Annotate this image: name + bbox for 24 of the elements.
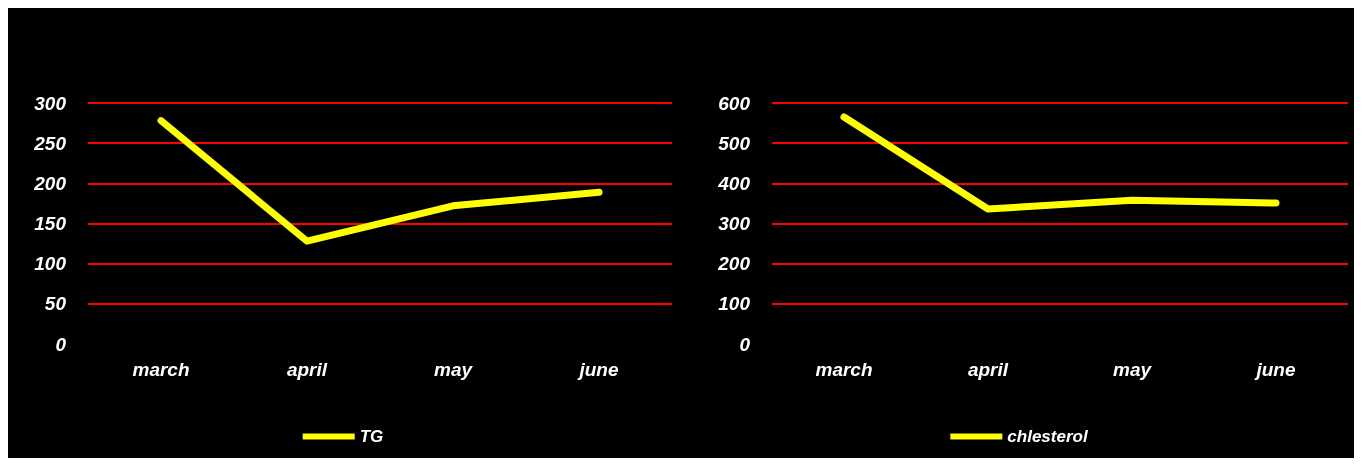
y-tick-label: 0 (55, 333, 67, 355)
legend-label: chlesterol (1007, 427, 1089, 446)
x-tick-label: march (815, 359, 873, 380)
x-tick-label: march (132, 359, 190, 380)
y-tick-label: 0 (739, 333, 751, 355)
x-tick-label: may (433, 359, 474, 380)
y-tick-label: 150 (34, 213, 67, 234)
y-tick-label: 250 (33, 132, 67, 154)
y-tick-label: 200 (33, 172, 67, 194)
y-tick-label: 400 (717, 172, 751, 194)
legend-label: TG (359, 427, 384, 446)
y-tick-label: 300 (34, 92, 67, 114)
y-tick-label: 600 (718, 92, 751, 114)
y-tick-label: 100 (718, 293, 751, 315)
y-tick-label: 50 (44, 293, 67, 315)
y-tick-label: 100 (34, 253, 67, 275)
y-tick-label: 300 (718, 213, 751, 234)
y-tick-label: 500 (718, 132, 751, 154)
x-tick-label: june (576, 359, 619, 380)
x-tick-label: april (286, 359, 328, 380)
x-tick-label: may (1112, 359, 1153, 380)
x-tick-label: june (1253, 359, 1296, 380)
x-tick-label: april (967, 359, 1009, 380)
y-tick-label: 200 (717, 253, 751, 275)
